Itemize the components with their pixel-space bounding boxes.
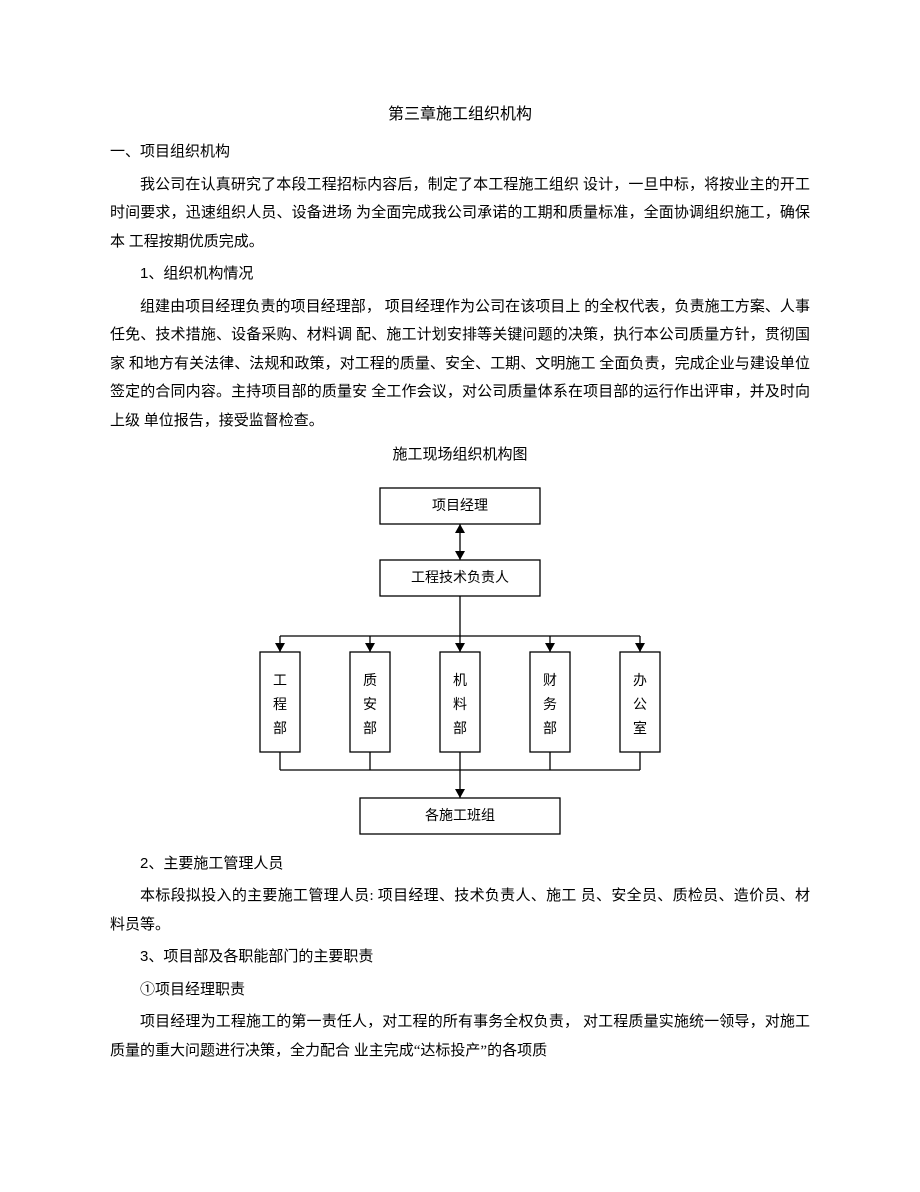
svg-text:财: 财 — [543, 673, 557, 689]
diagram-title: 施工现场组织机构图 — [110, 441, 810, 470]
chapter-title: 第三章施工组织机构 — [110, 100, 810, 130]
svg-text:办: 办 — [633, 673, 647, 689]
svg-text:程: 程 — [273, 697, 287, 713]
section-1-1-paragraph: 组建由项目经理负责的项目经理部， 项目经理作为公司在该项目上 的全权代表，负责施… — [110, 293, 810, 436]
svg-text:室: 室 — [633, 720, 647, 737]
org-chart-diagram: 项目经理工程技术负责人工程部质安部机料部财务部办公室各施工班组 — [110, 478, 810, 838]
heading-text: 、主要施工管理人员 — [148, 856, 283, 872]
section-1-3-heading: 3、项目部及各职能部门的主要职责 — [110, 943, 810, 972]
section-1-3-sub1-heading: ①项目经理职责 — [110, 976, 810, 1005]
svg-text:质: 质 — [363, 673, 377, 689]
svg-text:工程技术负责人: 工程技术负责人 — [411, 570, 509, 586]
section-1-paragraph: 我公司在认真研究了本段工程招标内容后，制定了本工程施工组织 设计，一旦中标，将按… — [110, 171, 810, 257]
heading-text: 、项目部及各职能部门的主要职责 — [148, 949, 373, 965]
heading-text: 、组织机构情况 — [148, 266, 253, 282]
section-1-2-heading: 2、主要施工管理人员 — [110, 850, 810, 879]
svg-text:部: 部 — [273, 721, 287, 737]
section-1-1-heading: 1、组织机构情况 — [110, 260, 810, 289]
svg-text:各施工班组: 各施工班组 — [425, 808, 495, 824]
svg-text:部: 部 — [453, 721, 467, 737]
svg-text:项目经理: 项目经理 — [432, 498, 488, 514]
svg-text:机: 机 — [453, 673, 467, 689]
svg-text:工: 工 — [273, 674, 287, 689]
svg-text:料: 料 — [453, 697, 467, 713]
svg-text:公: 公 — [633, 698, 647, 713]
section-1-2-paragraph: 本标段拟投入的主要施工管理人员: 项目经理、技术负责人、施工 员、安全员、质检员… — [110, 882, 810, 939]
svg-text:部: 部 — [363, 721, 377, 737]
section-1-3-sub1-paragraph: 项目经理为工程施工的第一责任人，对工程的所有事务全权负责， 对工程质量实施统一领… — [110, 1008, 810, 1065]
svg-text:安: 安 — [363, 697, 377, 713]
svg-text:务: 务 — [543, 697, 557, 713]
svg-text:部: 部 — [543, 721, 557, 737]
section-1-heading: 一、项目组织机构 — [110, 138, 810, 167]
org-chart-svg: 项目经理工程技术负责人工程部质安部机料部财务部办公室各施工班组 — [220, 478, 700, 838]
